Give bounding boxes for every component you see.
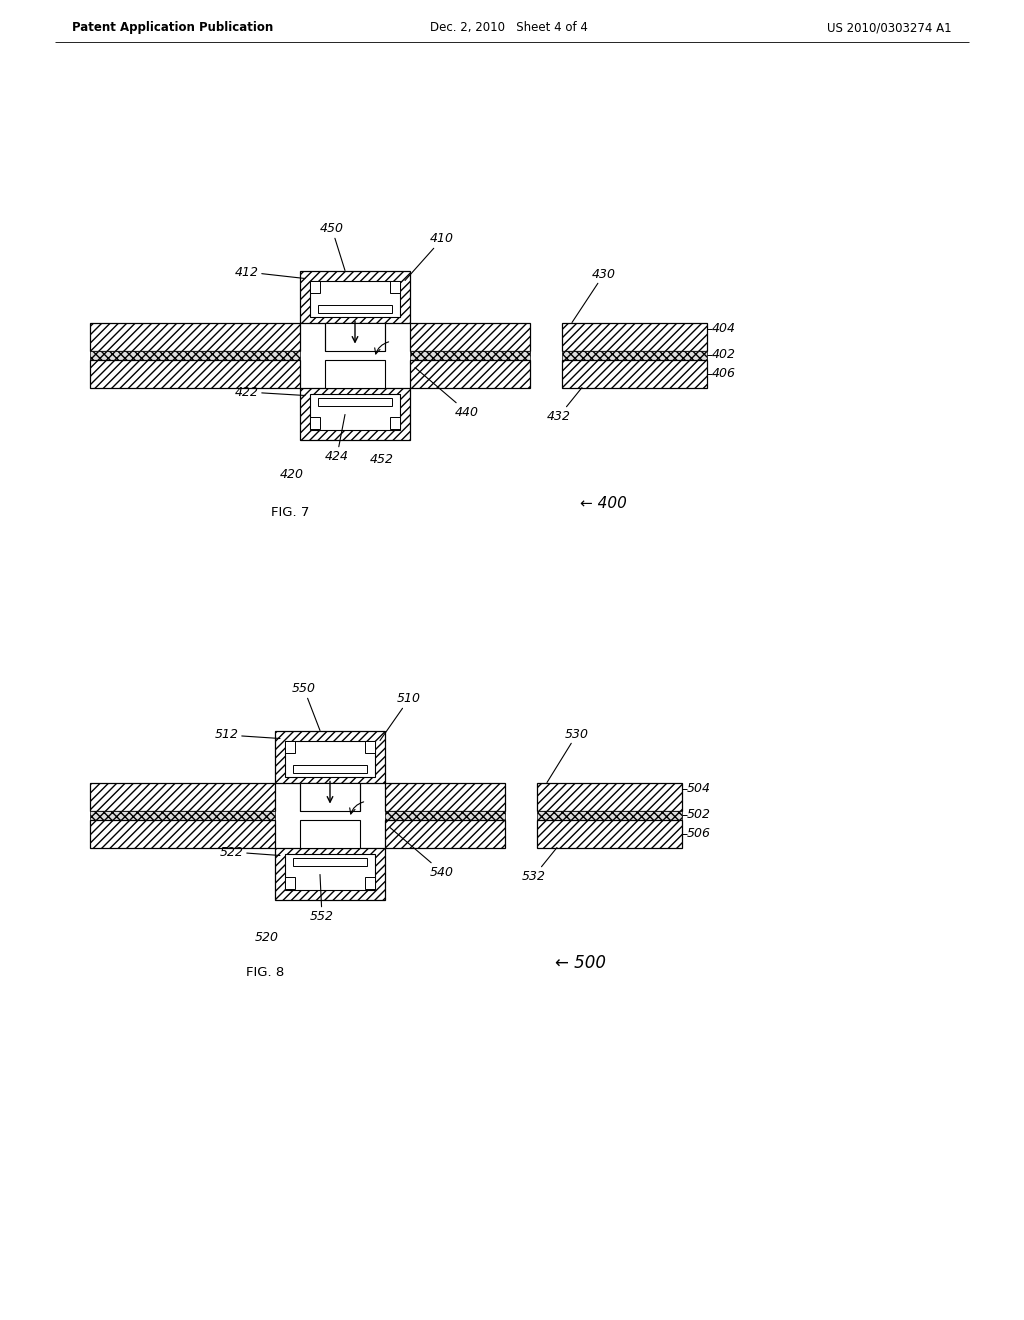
Text: 504: 504 (687, 781, 711, 795)
Bar (325, 322, 385, 351)
Bar (390, 281, 400, 293)
Bar (300, 271, 410, 322)
Text: 440: 440 (415, 367, 479, 418)
Text: US 2010/0303274 A1: US 2010/0303274 A1 (827, 21, 952, 34)
Bar (410, 359, 530, 388)
Bar (562, 322, 707, 351)
Bar (285, 854, 375, 890)
Bar (318, 397, 392, 405)
Bar (562, 351, 707, 359)
Text: 506: 506 (687, 828, 711, 840)
Bar (365, 876, 375, 888)
Bar (90, 351, 300, 359)
Bar (537, 810, 682, 820)
Bar (562, 359, 707, 388)
Text: Patent Application Publication: Patent Application Publication (72, 21, 273, 34)
Bar (300, 820, 360, 847)
Bar (537, 783, 682, 810)
Bar (365, 741, 375, 752)
Text: 512: 512 (215, 729, 280, 742)
Text: 540: 540 (390, 828, 454, 879)
Text: 522: 522 (220, 846, 280, 858)
Text: 420: 420 (280, 469, 304, 480)
Bar (300, 783, 360, 810)
Bar (90, 820, 275, 847)
Bar (275, 730, 385, 783)
Text: 410: 410 (406, 232, 454, 281)
Bar (310, 281, 319, 293)
Text: ← 400: ← 400 (580, 495, 627, 511)
Bar (385, 783, 505, 810)
Text: 404: 404 (712, 322, 736, 335)
Bar (90, 322, 300, 351)
Bar (310, 393, 400, 429)
Text: 424: 424 (325, 414, 349, 462)
Bar (90, 810, 275, 820)
Text: 430: 430 (572, 268, 616, 322)
Bar (285, 741, 375, 776)
Bar (300, 388, 410, 440)
Bar (325, 359, 385, 388)
Bar (385, 810, 505, 820)
Text: 520: 520 (255, 931, 279, 944)
Text: FIG. 8: FIG. 8 (246, 966, 284, 979)
Bar (275, 847, 385, 899)
Bar (293, 764, 367, 772)
Text: Dec. 2, 2010   Sheet 4 of 4: Dec. 2, 2010 Sheet 4 of 4 (430, 21, 588, 34)
Bar (537, 820, 682, 847)
Bar (285, 876, 295, 888)
Bar (90, 783, 275, 810)
Text: 432: 432 (547, 388, 582, 422)
Text: FIG. 7: FIG. 7 (270, 507, 309, 520)
Text: 422: 422 (234, 385, 305, 399)
Bar (390, 417, 400, 429)
Bar (410, 322, 530, 351)
Bar (385, 820, 505, 847)
Text: 450: 450 (319, 223, 345, 271)
Text: 412: 412 (234, 265, 305, 279)
Bar (90, 359, 300, 388)
Text: 402: 402 (712, 348, 736, 362)
Text: 532: 532 (522, 847, 557, 883)
Text: ← 500: ← 500 (555, 954, 606, 972)
Bar (285, 741, 295, 752)
Text: 502: 502 (687, 808, 711, 821)
Text: 510: 510 (380, 693, 421, 741)
Bar (410, 351, 530, 359)
Text: 552: 552 (310, 874, 334, 923)
Text: 530: 530 (547, 727, 589, 783)
Text: 406: 406 (712, 367, 736, 380)
Bar (310, 281, 400, 317)
Text: 550: 550 (292, 682, 319, 730)
Bar (318, 305, 392, 313)
Bar (293, 858, 367, 866)
Text: 452: 452 (370, 453, 394, 466)
Bar (310, 417, 319, 429)
